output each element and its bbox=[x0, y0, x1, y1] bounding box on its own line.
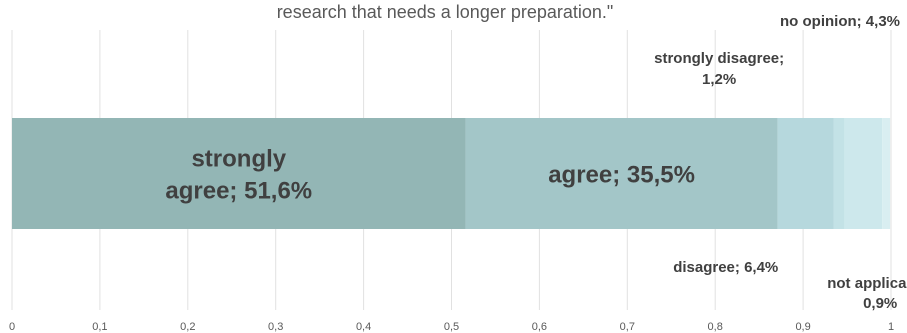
data-label-no-opinion: no opinion; 4,3% bbox=[780, 13, 900, 30]
x-tick-label: 0,7 bbox=[620, 321, 635, 333]
bar-segment-not-applicable bbox=[882, 118, 891, 229]
data-label-line: disagree; 6,4% bbox=[673, 259, 778, 276]
bar-segment-disagree bbox=[777, 118, 834, 229]
data-label-strongly-disagree: strongly disagree; 1,2% bbox=[654, 50, 784, 88]
x-tick-label: 0,8 bbox=[708, 321, 723, 333]
x-axis-ticks: 0 0,1 0,2 0,3 0,4 0,5 0,6 0,7 0,8 0,9 1 bbox=[9, 321, 894, 333]
x-tick-label: 0,6 bbox=[532, 321, 547, 333]
x-tick-label: 1 bbox=[888, 321, 894, 333]
bar-segment-no-opinion bbox=[844, 118, 883, 229]
x-tick-label: 0,2 bbox=[180, 321, 195, 333]
x-tick-label: 0,4 bbox=[356, 321, 371, 333]
data-label-line: 0,9% bbox=[863, 295, 897, 312]
data-label-line: agree; 51,6% bbox=[165, 178, 312, 205]
bar-segment-agree bbox=[465, 118, 778, 229]
data-label-line: strongly disagree; bbox=[654, 50, 784, 67]
data-label-disagree: disagree; 6,4% bbox=[673, 259, 778, 276]
data-label-agree: agree; 35,5% bbox=[548, 162, 695, 189]
data-label-line: 1,2% bbox=[702, 71, 736, 88]
bar-segment-strongly-agree bbox=[12, 118, 466, 229]
bar-segments bbox=[12, 118, 891, 229]
data-labels: strongly agree; 51,6% agree; 35,5% disagree… bbox=[165, 13, 907, 312]
x-tick-label: 0 bbox=[9, 321, 15, 333]
chart-title: research that needs a longer preparation… bbox=[277, 2, 614, 22]
x-tick-label: 0,3 bbox=[268, 321, 283, 333]
data-label-strongly-agree: strongly agree; 51,6% bbox=[165, 146, 312, 205]
data-label-not-applicable: not applicable; 0,9% bbox=[827, 275, 907, 312]
data-label-line: agree; 35,5% bbox=[548, 162, 695, 189]
data-label-line: strongly bbox=[191, 146, 286, 173]
bar-segment-strongly-disagree bbox=[833, 118, 845, 229]
data-label-line: no opinion; 4,3% bbox=[780, 13, 900, 30]
x-tick-label: 0,5 bbox=[444, 321, 459, 333]
x-tick-label: 0,1 bbox=[92, 321, 107, 333]
data-label-line: not applicable; bbox=[827, 275, 907, 292]
x-tick-label: 0,9 bbox=[795, 321, 810, 333]
